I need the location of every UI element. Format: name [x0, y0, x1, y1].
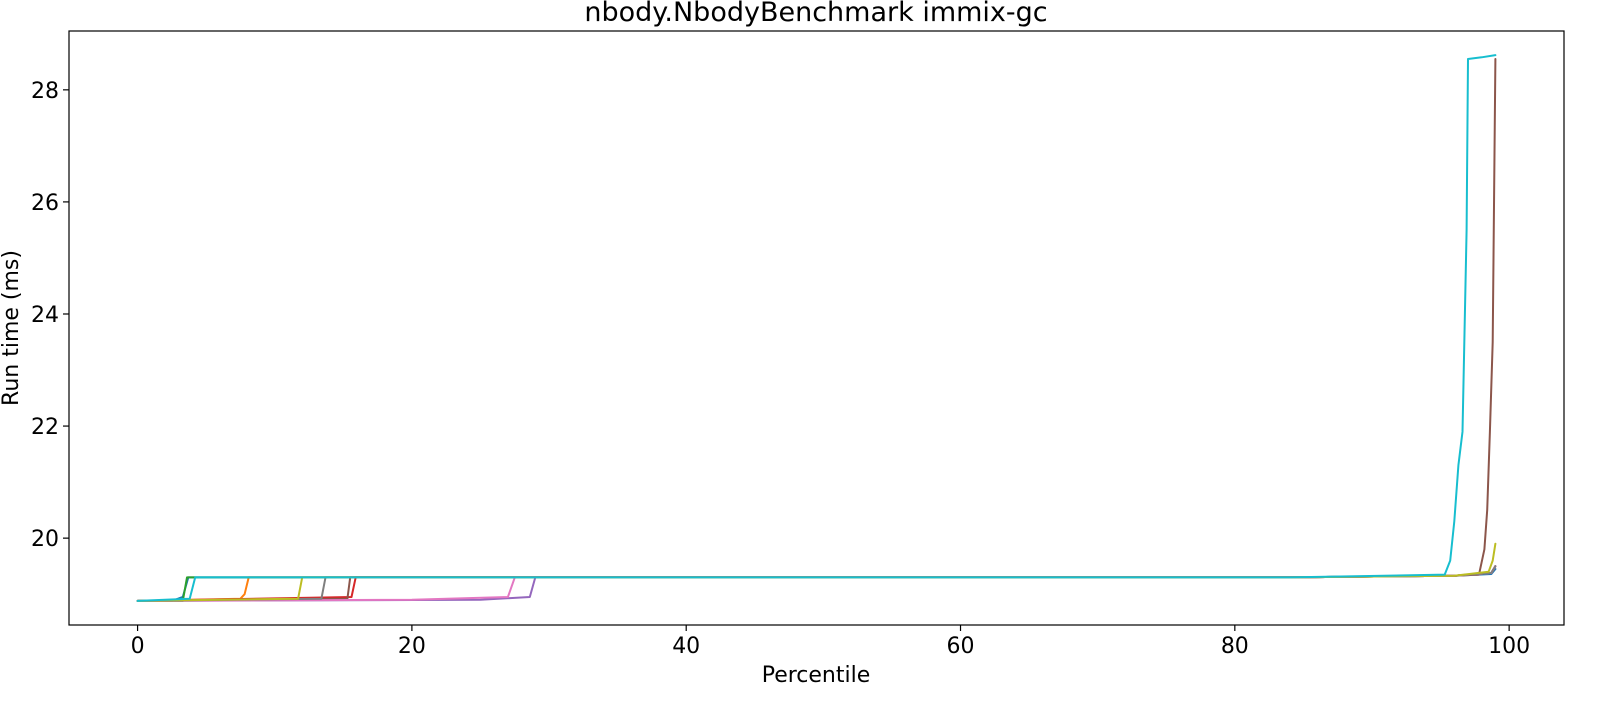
chart-title: nbody.NbodyBenchmark immix-gc — [584, 0, 1047, 28]
series-line-9 — [136, 542, 1497, 602]
series-line-8 — [136, 565, 1497, 602]
series-line-7 — [136, 565, 1497, 602]
y-tick-label: 20 — [31, 527, 59, 552]
x-tick-label: 60 — [947, 634, 975, 659]
series-line-5 — [136, 565, 1497, 602]
y-axis: 20 22 24 26 28 — [31, 79, 69, 552]
y-tick-label: 22 — [31, 415, 59, 440]
y-tick-label: 26 — [31, 191, 59, 216]
y-axis-label: Run time (ms) — [0, 250, 24, 406]
series-line-1 — [136, 568, 1497, 602]
x-tick-label: 100 — [1488, 634, 1530, 659]
series-line-10 — [136, 54, 1497, 602]
series-line-6 — [136, 58, 1497, 602]
series-line-2 — [136, 565, 1497, 602]
x-tick-label: 40 — [672, 634, 700, 659]
series-line-4 — [136, 565, 1497, 602]
y-tick-label: 24 — [31, 303, 59, 328]
x-tick-label: 0 — [131, 634, 145, 659]
plot-lines — [136, 54, 1497, 602]
y-tick-label: 28 — [31, 79, 59, 104]
series-line-3 — [136, 565, 1497, 602]
x-axis-label: Percentile — [762, 663, 871, 688]
plot-frame — [68, 30, 1565, 626]
x-axis: 0 20 40 60 80 100 — [131, 625, 1530, 659]
x-tick-label: 20 — [398, 634, 426, 659]
x-tick-label: 80 — [1221, 634, 1249, 659]
